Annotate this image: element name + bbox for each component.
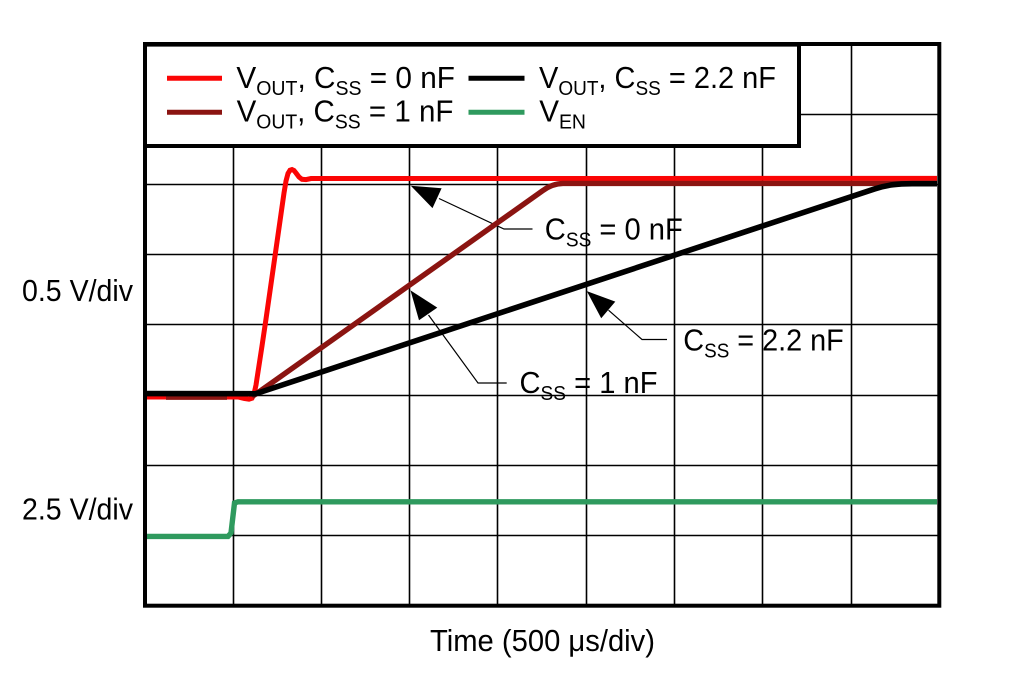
svg-text:CSS = 1 nF: CSS = 1 nF: [520, 366, 658, 405]
svg-text:VOUT, CSS = 0 nF: VOUT, CSS = 0 nF: [236, 61, 455, 100]
svg-text:Time (500 μs/div): Time (500 μs/div): [430, 624, 655, 658]
svg-text:0.5 V/div: 0.5 V/div: [22, 274, 134, 308]
svg-text:CSS = 0 nF: CSS = 0 nF: [545, 213, 683, 252]
svg-text:2.5 V/div: 2.5 V/div: [22, 492, 134, 526]
